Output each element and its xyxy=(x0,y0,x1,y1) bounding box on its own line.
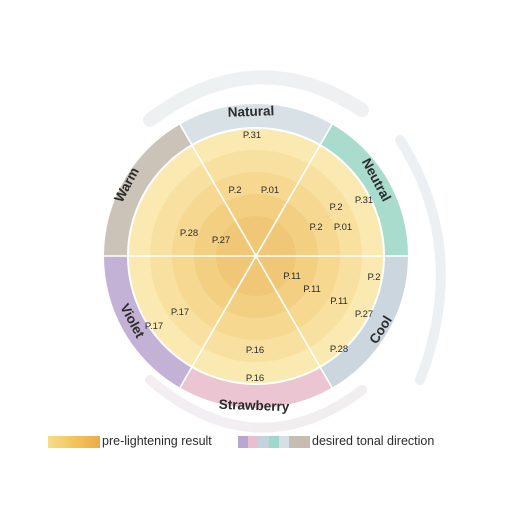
divider-line xyxy=(255,255,333,389)
code-neutral-outer: P.31 xyxy=(355,195,373,206)
code-violet-outer: P.17 xyxy=(145,321,163,332)
code-violet-inner: P.17 xyxy=(171,307,189,318)
code-cool-outer: P.2 xyxy=(367,272,380,283)
code-cool-mid: P.27 xyxy=(355,309,373,320)
divider-line xyxy=(179,255,257,389)
legend: pre-lightening result desired tonal dire… xyxy=(48,432,468,452)
code-neutral-inner-right: P.01 xyxy=(334,222,352,233)
legend-swatch-pre-lightening xyxy=(48,436,100,448)
inner-outline xyxy=(127,127,385,385)
code-natural-mid-left: P.2 xyxy=(228,185,241,196)
code-natural-outer: P.31 xyxy=(243,130,261,141)
segment-label-natural: Natural xyxy=(227,103,274,120)
code-center-mid: P.11 xyxy=(303,284,321,295)
brush-rim xyxy=(143,70,446,433)
code-warm-outer: P.28 xyxy=(180,228,198,239)
legend-swatch-desired-direction xyxy=(238,436,310,448)
legend-label-pre-lightening: pre-lightening result xyxy=(102,434,212,448)
code-natural-mid-right: P.01 xyxy=(261,185,279,196)
divider-line xyxy=(255,123,333,257)
legend-label-desired-direction: desired tonal direction xyxy=(312,434,435,448)
divider-line xyxy=(179,123,257,257)
segment-label-strawberry: Strawberry xyxy=(219,397,291,414)
code-center-bottom: P.11 xyxy=(330,296,348,307)
code-center-top: P.11 xyxy=(283,271,301,282)
code-strawberry-inner: P.16 xyxy=(246,345,264,356)
code-cool-far: P.28 xyxy=(330,344,348,355)
code-neutral-inner-left: P.2 xyxy=(309,222,322,233)
code-neutral-upper: P.2 xyxy=(329,202,342,213)
segment-dividers xyxy=(104,123,408,389)
code-warm-inner: P.27 xyxy=(212,235,230,246)
code-strawberry-outer: P.16 xyxy=(246,373,264,384)
